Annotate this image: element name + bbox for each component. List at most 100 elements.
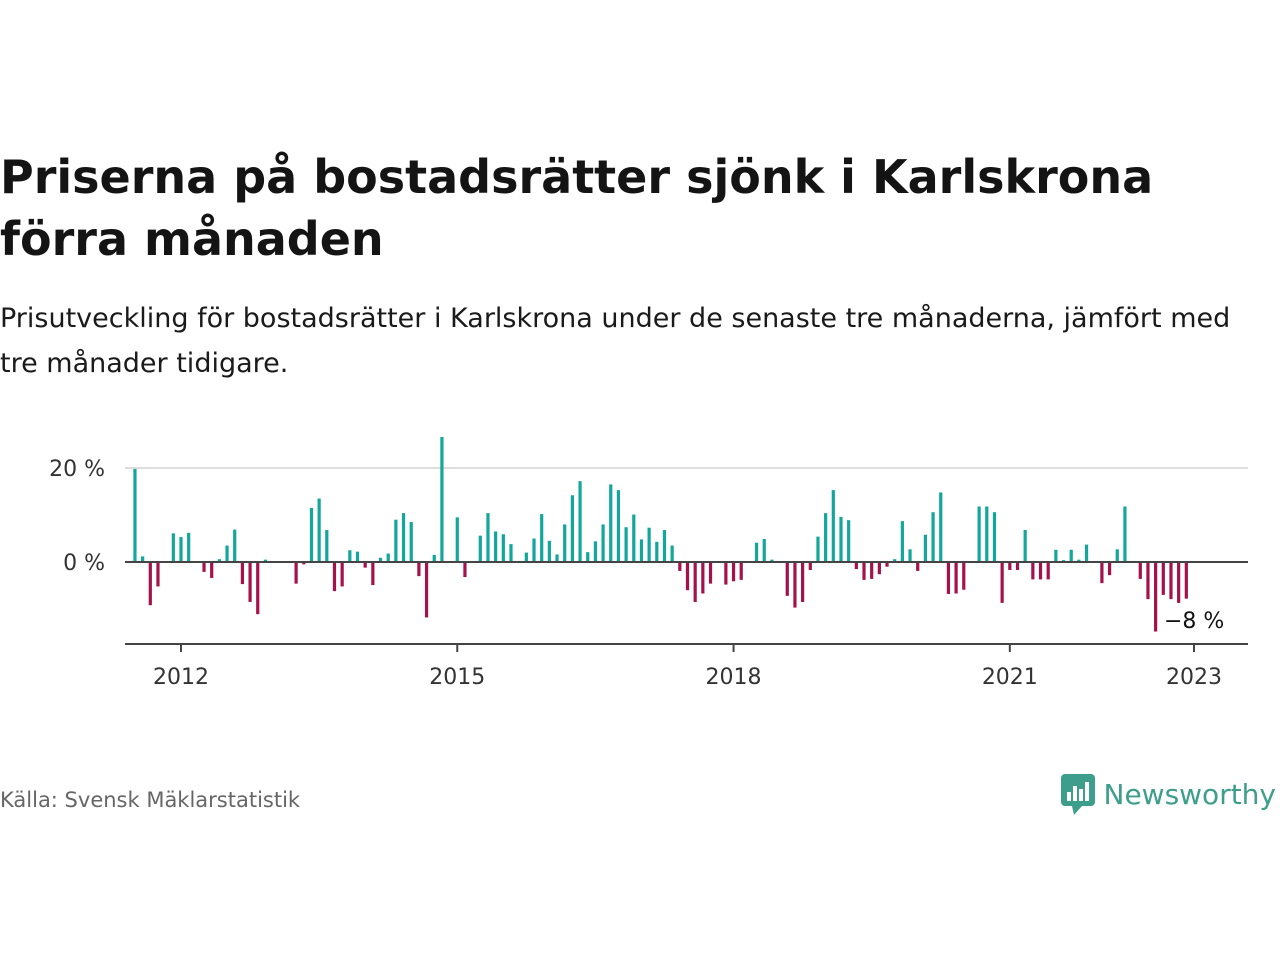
bar (900, 521, 904, 562)
bar (363, 562, 367, 568)
bar (325, 530, 329, 562)
bar (847, 520, 851, 562)
bar (678, 562, 682, 571)
bar (317, 498, 321, 562)
bar (670, 545, 674, 562)
bar (831, 490, 835, 562)
bar (931, 512, 935, 562)
bar (547, 540, 551, 562)
x-tick-label: 2015 (429, 665, 485, 690)
bar (632, 514, 636, 562)
x-tick-label: 2018 (706, 665, 762, 690)
bar (417, 562, 421, 577)
bar (1184, 562, 1188, 599)
bar (486, 513, 490, 562)
source-note: Källa: Svensk Mäklarstatistik (0, 788, 301, 812)
bar (179, 537, 183, 562)
bar (985, 506, 989, 562)
bar (578, 481, 582, 562)
bar (701, 562, 705, 594)
bar (609, 484, 613, 562)
bar (225, 545, 229, 562)
bar (762, 538, 766, 562)
bar (1100, 562, 1104, 584)
bar (1038, 562, 1043, 580)
chart-title: Priserna på bostadsrätter sjönk i Karlsk… (0, 150, 1154, 266)
bar (839, 516, 843, 562)
bar (455, 517, 459, 562)
bar (1031, 562, 1035, 580)
bar (1107, 562, 1112, 576)
bar (332, 562, 337, 592)
bar (386, 553, 390, 562)
bar (463, 562, 467, 578)
bar (754, 542, 759, 562)
bar (501, 534, 505, 562)
bar (593, 541, 598, 562)
x-tick-label: 2021 (982, 665, 1038, 690)
bar (739, 562, 743, 580)
bar (424, 562, 429, 618)
bar (570, 495, 574, 562)
bar (233, 529, 237, 562)
bar (133, 468, 137, 562)
bar (923, 534, 928, 562)
bar (1054, 549, 1058, 562)
bar (401, 513, 406, 562)
bar (532, 538, 536, 562)
bar (808, 562, 812, 570)
bar (724, 562, 728, 585)
bar (1123, 506, 1127, 562)
bar (240, 562, 244, 585)
bar (1084, 544, 1089, 562)
bar (1115, 549, 1119, 562)
bar (731, 562, 736, 582)
bar (540, 514, 544, 562)
bar (440, 436, 444, 562)
brand-logo: Newsworthy (1060, 772, 1277, 816)
bar (708, 562, 713, 584)
bar (148, 562, 152, 606)
bar (509, 544, 513, 562)
bar (870, 562, 874, 579)
brand-name: Newsworthy (1103, 777, 1277, 811)
bar (187, 532, 191, 562)
bar (171, 533, 175, 562)
bar (294, 562, 298, 584)
bar (685, 562, 690, 591)
bar (302, 562, 306, 565)
y-tick-label: 20 % (49, 457, 105, 482)
tick-labels: 20 % 0 % 2012 2015 2018 2021 2023 −8 % (49, 457, 1224, 690)
bar (662, 530, 667, 562)
bar (854, 562, 858, 570)
bar (885, 562, 889, 567)
bar (1077, 559, 1081, 562)
bar (893, 559, 897, 562)
bar (256, 562, 260, 615)
newsworthy-logo-icon (1060, 774, 1095, 815)
bar (348, 550, 352, 562)
bar (1023, 530, 1027, 562)
bar (586, 552, 590, 562)
bar (141, 556, 145, 562)
bar (908, 549, 912, 562)
bar (309, 507, 314, 562)
bar (340, 562, 344, 587)
bar (801, 562, 805, 602)
bar (946, 562, 951, 594)
bar (1177, 562, 1181, 603)
bar (371, 562, 375, 586)
bar (248, 562, 252, 602)
bar (954, 562, 958, 594)
bar (1138, 562, 1142, 579)
bar (1146, 562, 1150, 600)
bar (478, 535, 482, 562)
bar (639, 539, 644, 562)
bar (770, 559, 774, 562)
bar (693, 562, 697, 602)
bar (655, 541, 659, 562)
bar (1015, 562, 1020, 570)
bar (785, 562, 789, 596)
bar (555, 554, 559, 562)
bar (1008, 562, 1012, 570)
